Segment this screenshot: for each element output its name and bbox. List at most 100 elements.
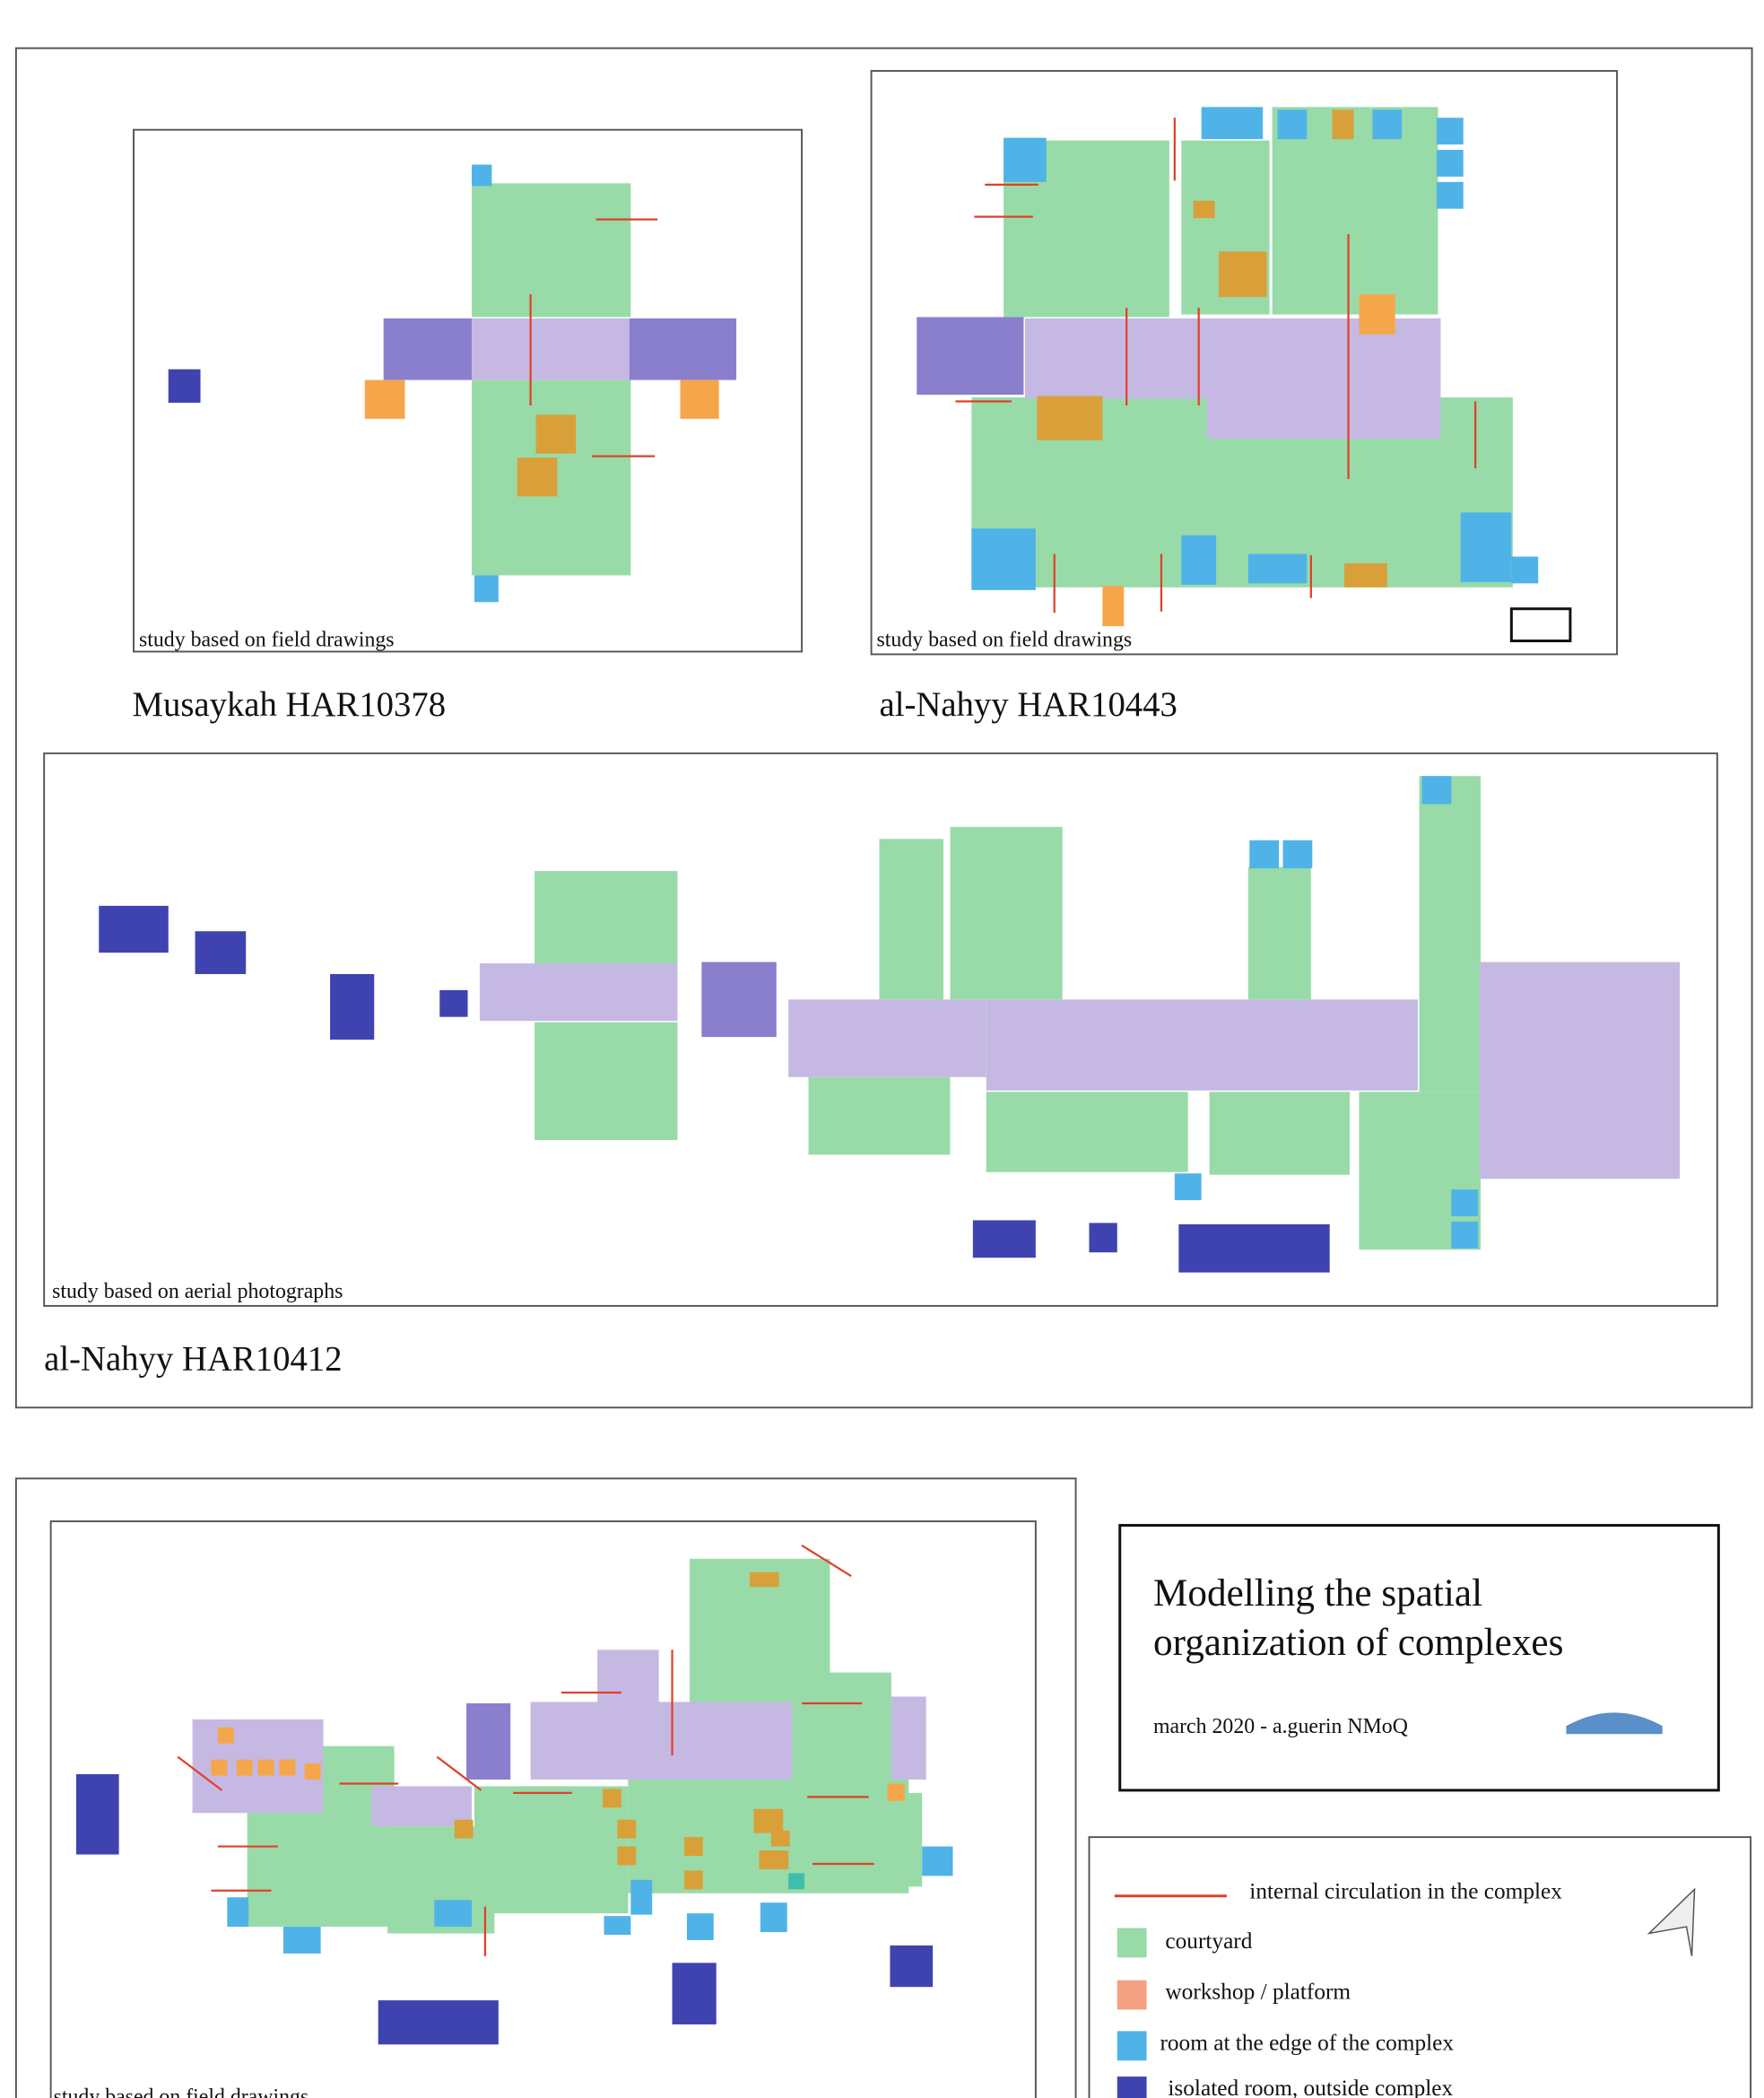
top-frame xyxy=(14,47,1753,1409)
courtyard xyxy=(1247,866,1311,1000)
caption: study based on field drawings xyxy=(54,2085,309,2098)
workshop xyxy=(535,414,577,454)
isolated-room xyxy=(1089,1223,1117,1253)
hall xyxy=(891,1696,926,1780)
workshop xyxy=(517,457,558,497)
edge-room xyxy=(630,1879,653,1915)
edge-room xyxy=(686,1913,714,1940)
credit: march 2020 - a.guerin NMoQ xyxy=(1153,1715,1408,1738)
hall xyxy=(788,999,986,1077)
isolated-room xyxy=(195,931,247,974)
edge-room xyxy=(604,1916,631,1936)
hall-end xyxy=(701,962,777,1038)
workshop xyxy=(1219,251,1267,298)
panel-frame xyxy=(133,128,804,653)
workshop xyxy=(211,1759,228,1776)
caption: study based on field drawings xyxy=(139,628,395,651)
title: Modelling the spatial xyxy=(1153,1571,1482,1615)
edge-room xyxy=(1282,840,1313,869)
isolated-room xyxy=(330,973,375,1040)
workshop xyxy=(749,1571,779,1588)
workshop xyxy=(617,1819,637,1839)
edge-room xyxy=(474,575,499,603)
legend-swatch xyxy=(1117,2031,1147,2061)
legend-swatch xyxy=(1117,1928,1147,1958)
courtyard xyxy=(950,826,1063,1000)
isolated-room xyxy=(890,1945,934,1988)
legend-label: isolated room, outside complex xyxy=(1168,2076,1453,2098)
workshop xyxy=(1037,396,1103,440)
circulation-line xyxy=(436,1755,482,1791)
workshop xyxy=(1359,294,1395,335)
workshop xyxy=(1102,586,1125,627)
edge-room xyxy=(922,1846,953,1876)
hall xyxy=(1206,318,1441,440)
workshop xyxy=(1344,563,1387,588)
edge-room xyxy=(1451,1221,1479,1249)
edge-room xyxy=(1247,553,1308,584)
title-box xyxy=(1118,1524,1720,1792)
caption: study based on field drawings xyxy=(877,628,1133,651)
legend-swatch xyxy=(1117,2076,1147,2098)
hall xyxy=(530,1702,793,1780)
isolated-room xyxy=(168,369,201,404)
edge-room xyxy=(282,1927,321,1954)
workshop xyxy=(617,1846,637,1866)
edge-room xyxy=(1421,776,1452,805)
isolated-room xyxy=(1178,1223,1330,1273)
legend-swatch xyxy=(1117,1980,1147,2010)
logo xyxy=(1566,1712,1663,1735)
edge-room xyxy=(1249,840,1280,869)
workshop xyxy=(770,1830,790,1847)
edge-room xyxy=(1004,137,1047,182)
courtyard xyxy=(791,1672,891,1793)
edge-room xyxy=(760,1902,787,1933)
isolated-room xyxy=(672,1963,717,2024)
courtyard xyxy=(534,1022,678,1140)
workshop xyxy=(1332,109,1354,140)
caption: study based on aerial photographs xyxy=(52,1280,343,1303)
legend-label: room at the edge of the complex xyxy=(1160,2030,1454,2055)
circulation-line xyxy=(177,1755,223,1791)
courtyard xyxy=(534,871,678,965)
workshop xyxy=(753,1808,784,1833)
hall xyxy=(986,999,1419,1091)
workshop xyxy=(683,1837,703,1857)
hall xyxy=(1024,318,1207,399)
isolated-room xyxy=(439,989,468,1017)
north-arrow xyxy=(1647,1887,1696,1957)
edge-room xyxy=(1201,107,1264,140)
hall-end xyxy=(629,318,737,380)
workshop xyxy=(279,1759,296,1776)
courtyard xyxy=(986,1092,1188,1172)
workshop xyxy=(887,1783,905,1801)
legend-box xyxy=(1088,1836,1752,2098)
edge-room xyxy=(227,1897,249,1928)
legend-label: courtyard xyxy=(1165,1928,1252,1954)
hall xyxy=(597,1650,659,1709)
hall xyxy=(1479,962,1681,1180)
hall xyxy=(472,318,631,380)
edge-room xyxy=(1174,1173,1202,1201)
courtyard xyxy=(628,1779,909,1893)
courtyard xyxy=(1419,776,1482,1093)
circulation-line xyxy=(801,1544,852,1578)
edge-room xyxy=(1451,1189,1479,1216)
workshop xyxy=(217,1727,234,1744)
edge-room xyxy=(971,528,1036,590)
legend-label: workshop / platform xyxy=(1165,1980,1351,2005)
edge-room xyxy=(1460,512,1512,582)
edge-room xyxy=(434,1900,473,1928)
edge-room xyxy=(1436,118,1464,145)
edge-room xyxy=(1436,150,1464,177)
hall xyxy=(479,963,678,1022)
edge-room xyxy=(1511,556,1539,584)
hall-end xyxy=(466,1702,511,1780)
workshop xyxy=(680,379,719,419)
isolated-room xyxy=(99,905,169,953)
panel-name: Musaykah HAR10378 xyxy=(133,685,447,724)
workshop xyxy=(759,1850,789,1869)
workshop xyxy=(1193,200,1215,219)
